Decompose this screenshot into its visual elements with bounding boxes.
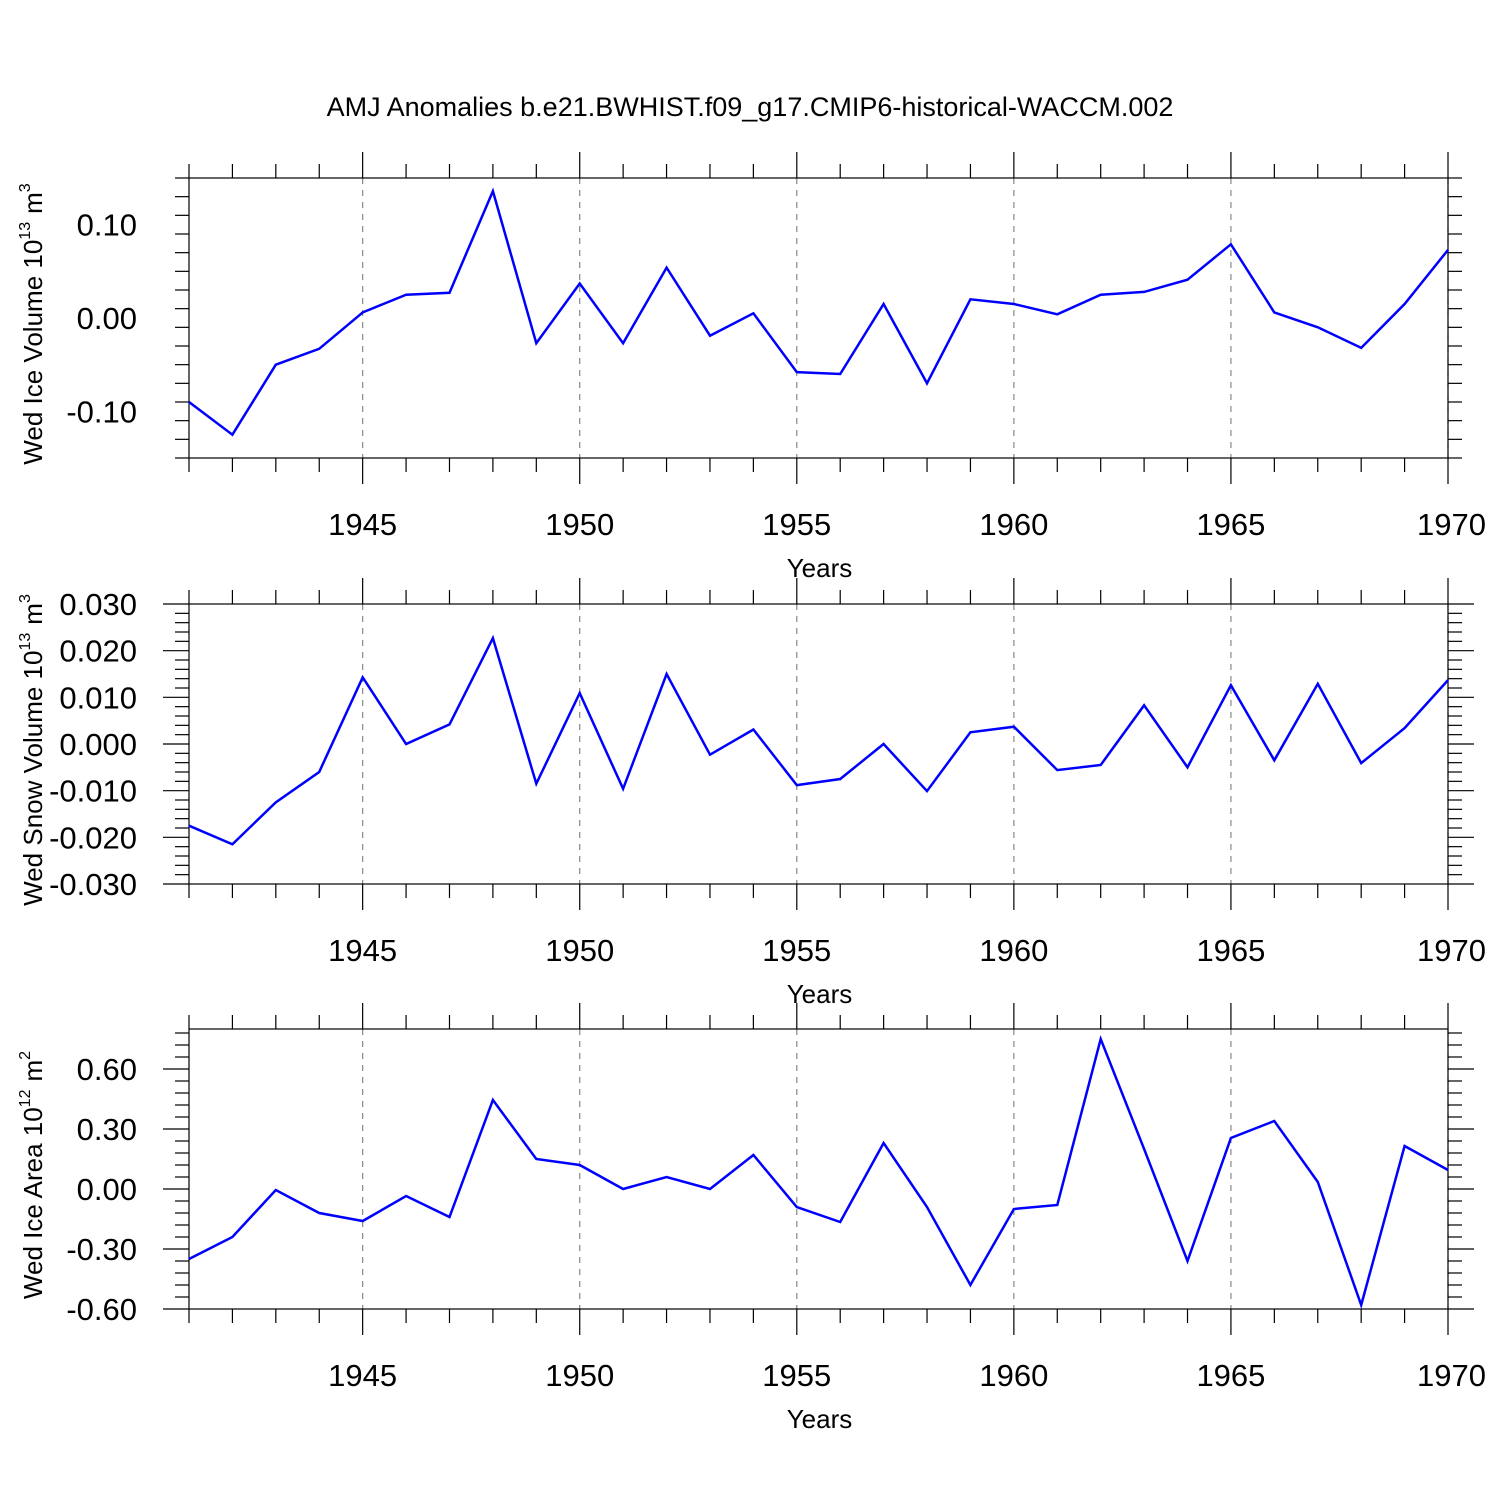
ice-volume-ylabel-unit: m [18,192,48,214]
ice-area-xtick-label: 1950 [545,1358,614,1393]
snow-volume-ylabel-exp: 13 [17,633,34,651]
ice-volume-xtick-label: 1950 [545,507,614,542]
snow-volume-ytick-label: -0.030 [49,867,137,902]
ice-volume-ylabel-main: Wed Ice Volume 10 [18,240,48,465]
snow-volume-ylabel-main: Wed Snow Volume 10 [18,651,48,906]
ice-volume-xtick-label: 1945 [328,507,397,542]
ice-volume-grid [362,178,1449,458]
ice-area-xtick-label: 1960 [979,1358,1048,1393]
ice-volume-ylabel-unit-exp: 3 [17,183,34,192]
snow-volume-panel: -0.030 -0.020 -0.010 0.000 0.010 0.020 0.030 1… [17,578,1486,1009]
ice-volume-xaxis-label: Years [787,553,853,583]
ice-area-ylabel-main: Wed Ice Area 10 [18,1107,48,1299]
snow-volume-ytick-label: -0.010 [49,774,137,809]
snow-volume-ytick-labels: -0.030 -0.020 -0.010 0.000 0.010 0.020 0.030 [49,587,137,902]
ice-volume-panel: -0.10 0.00 0.10 1945 1950 1955 1960 1965 1970 Y… [17,152,1486,583]
snow-volume-xtick-label: 1945 [328,933,397,968]
ice-area-ytick-label: 0.00 [77,1172,137,1207]
ice-volume-yaxis-label: Wed Ice Volume 1013 m3 [17,183,48,464]
ice-area-ytick-label: -0.30 [66,1232,137,1267]
ice-volume-ytick-label: -0.10 [66,394,137,429]
snow-volume-ticks [163,578,1474,910]
ice-area-xtick-label: 1965 [1196,1358,1265,1393]
ice-area-grid [362,1029,1449,1309]
snow-volume-xtick-label: 1960 [979,933,1048,968]
ice-volume-ytick-label: 0.10 [77,208,137,243]
ice-area-xaxis-label: Years [787,1404,853,1434]
snow-volume-ytick-label: 0.000 [59,727,137,762]
ice-area-ytick-labels: -0.60 -0.30 0.00 0.30 0.60 [66,1052,137,1327]
ice-volume-series-line [188,187,1449,437]
ice-area-ylabel-unit: m [18,1060,48,1082]
snow-volume-ytick-label: -0.020 [49,820,137,855]
snow-volume-xtick-label: 1970 [1417,933,1486,968]
snow-volume-xaxis-label: Years [787,979,853,1009]
snow-volume-ytick-label: 0.020 [59,634,137,669]
snow-volume-ytick-label: 0.030 [59,587,137,622]
ice-area-ylabel-exp: 12 [17,1089,34,1107]
ice-area-yaxis-label: Wed Ice Area 1012 m2 [17,1051,48,1299]
snow-volume-xtick-labels: 1945 1950 1955 1960 1965 1970 [328,933,1486,968]
ice-area-ticks [163,1003,1474,1335]
ice-volume-ytick-label: 0.00 [77,301,137,336]
snow-volume-plot-frame [188,603,1449,885]
ice-volume-ticks [175,152,1462,484]
snow-volume-xtick-label: 1955 [762,933,831,968]
ice-volume-xtick-label: 1965 [1196,507,1265,542]
ice-volume-ylabel-exp: 13 [17,222,34,240]
snow-volume-series-line [188,634,1449,846]
ice-area-series-line [188,1034,1449,1310]
ice-area-ytick-label: 0.60 [77,1052,137,1087]
ice-area-xtick-labels: 1945 1950 1955 1960 1965 1970 [328,1358,1486,1393]
snow-volume-yaxis-label: Wed Snow Volume 1013 m3 [17,594,48,906]
ice-volume-ytick-labels: -0.10 0.00 0.10 [66,208,137,430]
ice-volume-xtick-labels: 1945 1950 1955 1960 1965 1970 [328,507,1486,542]
snow-volume-ylabel-unit: m [18,603,48,625]
ice-area-xtick-label: 1945 [328,1358,397,1393]
snow-volume-ylabel-unit-exp: 3 [17,594,34,603]
ice-volume-plot-frame [188,177,1449,459]
ice-volume-xtick-label: 1970 [1417,507,1486,542]
snow-volume-ytick-label: 0.010 [59,680,137,715]
snow-volume-xtick-label: 1965 [1196,933,1265,968]
ice-area-panel: -0.60-0.300.000.300.60 1945 1950 1955 1960 1… [17,1003,1486,1434]
ice-area-xtick-label: 1955 [762,1358,831,1393]
ice-volume-xtick-label: 1960 [979,507,1048,542]
snow-volume-xtick-label: 1950 [545,933,614,968]
chart-title: AMJ Anomalies b.e21.BWHIST.f09_g17.CMIP6… [327,92,1174,122]
ice-area-plot-frame [188,1028,1449,1310]
ice-area-ylabel-unit-exp: 2 [17,1051,34,1060]
ice-area-xtick-label: 1970 [1417,1358,1486,1393]
ice-volume-xtick-label: 1955 [762,507,831,542]
ice-area-ytick-label: 0.30 [77,1112,137,1147]
ice-area-ytick-label: -0.60 [66,1292,137,1327]
